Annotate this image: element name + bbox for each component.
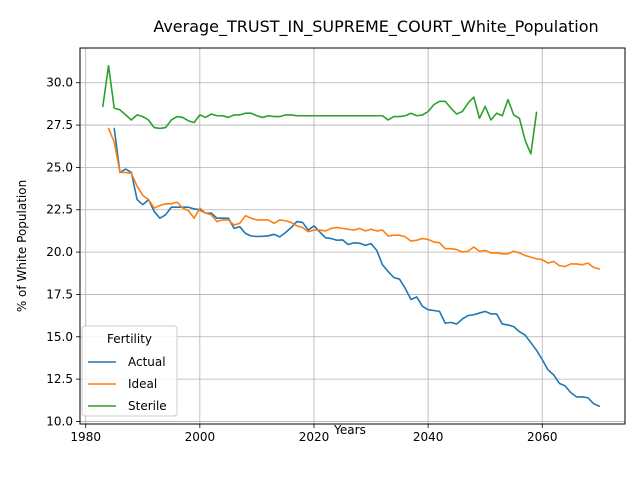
- legend-title: Fertility: [107, 332, 152, 346]
- y-tick-label: 15.0: [46, 330, 73, 344]
- series-line-sterile: [102, 64, 538, 155]
- y-tick-label: 17.5: [46, 287, 73, 301]
- y-tick-label: 22.5: [46, 203, 73, 217]
- series-line-actual: [113, 127, 601, 408]
- legend: Fertility Actual Ideal Sterile: [81, 325, 178, 417]
- y-tick-label: 30.0: [46, 76, 73, 90]
- x-tick-label: 2000: [185, 430, 216, 444]
- x-axis-label: Years: [333, 423, 366, 437]
- x-tick-label: 2020: [299, 430, 330, 444]
- y-tick-label: 25.0: [46, 160, 73, 174]
- series-line-ideal: [107, 127, 601, 270]
- x-tick-label: 2040: [413, 430, 444, 444]
- chart-title: Average_TRUST_IN_SUPREME_COURT_White_Pop…: [153, 17, 598, 37]
- legend-box: [81, 325, 178, 417]
- legend-label-actual: Actual: [128, 355, 166, 369]
- y-tick-label: 20.0: [46, 245, 73, 259]
- x-tick-label: 2060: [527, 430, 558, 444]
- legend-label-ideal: Ideal: [128, 377, 157, 391]
- series-lines: [102, 64, 601, 408]
- y-tick-label: 27.5: [46, 118, 73, 132]
- y-axis-label: % of White Population: [15, 180, 29, 312]
- plot-frame: [79, 47, 626, 425]
- y-tick-label: 10.0: [46, 414, 73, 428]
- y-tick-label: 12.5: [46, 372, 73, 386]
- axes: 1980 2000 2020 2040 2060 10.0 12.5 15.0 17.5 20.0…: [46, 76, 557, 444]
- x-tick-label: 1980: [70, 430, 101, 444]
- legend-label-sterile: Sterile: [128, 399, 167, 413]
